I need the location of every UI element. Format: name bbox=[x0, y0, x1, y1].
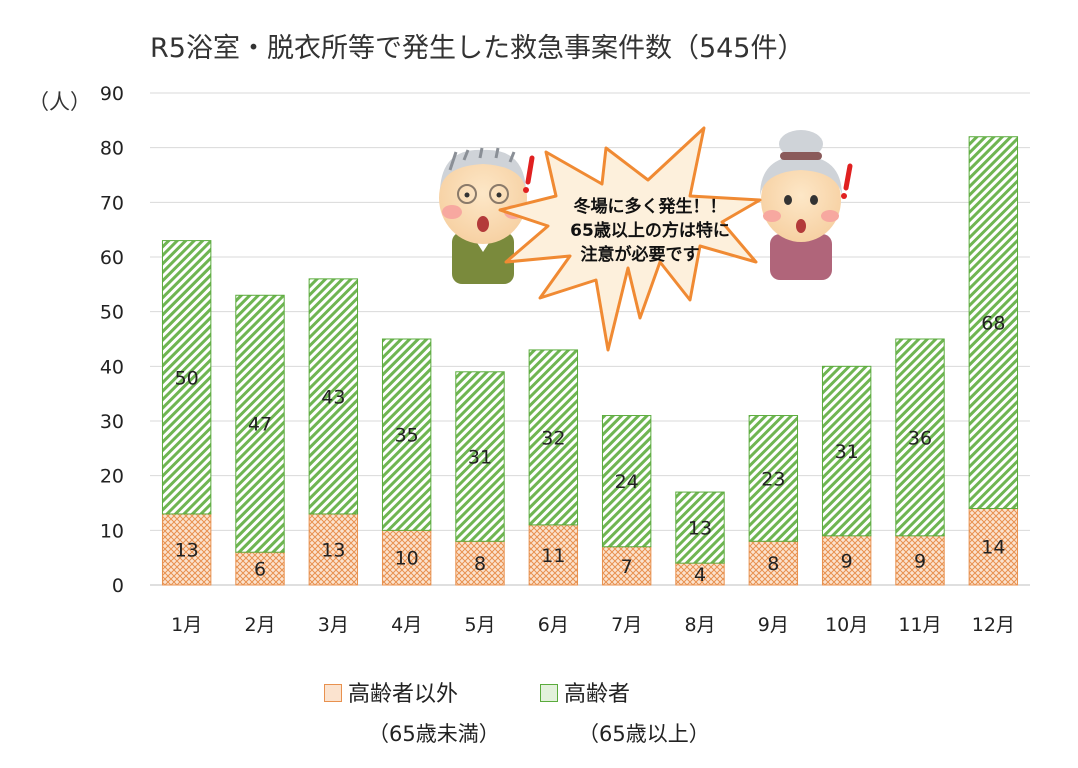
legend-swatch-green bbox=[540, 684, 558, 702]
bar-segment-elderly bbox=[235, 294, 285, 553]
x-tick-label: 3月 bbox=[318, 614, 349, 636]
data-label-elderly: 31 bbox=[835, 441, 859, 463]
data-label-elderly: 32 bbox=[541, 427, 565, 449]
data-label-elderly: 23 bbox=[761, 468, 785, 490]
bar-segment-non-elderly bbox=[235, 551, 285, 586]
bar-segment-elderly bbox=[675, 491, 725, 564]
data-label-non-elderly: 4 bbox=[694, 564, 706, 586]
y-tick-label: 20 bbox=[100, 466, 124, 488]
data-label-elderly: 36 bbox=[908, 427, 932, 449]
y-tick-label: 90 bbox=[100, 83, 124, 105]
bars-group bbox=[161, 136, 1019, 586]
y-tick-label: 40 bbox=[100, 356, 124, 378]
elderly-woman-icon bbox=[760, 130, 853, 280]
data-label-non-elderly: 9 bbox=[914, 550, 926, 572]
bar-segment-elderly bbox=[381, 338, 432, 531]
data-label-elderly: 24 bbox=[615, 471, 639, 493]
bar-segment-elderly bbox=[455, 371, 505, 542]
data-label-elderly: 43 bbox=[321, 386, 345, 408]
data-label-non-elderly: 11 bbox=[541, 545, 565, 567]
bar-segment-non-elderly bbox=[161, 513, 212, 586]
data-label-non-elderly: 13 bbox=[321, 539, 345, 561]
callout-line-3: 注意が必要です bbox=[581, 244, 700, 265]
bar-segment-non-elderly bbox=[895, 535, 945, 586]
bar-segment-elderly bbox=[821, 365, 872, 537]
x-tick-label: 4月 bbox=[391, 614, 422, 636]
bar-segment-elderly bbox=[528, 349, 579, 526]
data-labels-group: 13 50 6 47 13 43 10 35 8 31 11 32 7 24 4 13 8 23 9 31 9 36 14 6… bbox=[175, 313, 1006, 586]
x-tick-label: 9月 bbox=[758, 614, 789, 636]
legend-note-non-elderly: （65歳未満） bbox=[368, 722, 500, 746]
chart-title: R5浴室・脱衣所等で発生した救急事案件数（545件） bbox=[150, 33, 805, 64]
data-label-non-elderly: 6 bbox=[254, 559, 266, 581]
x-tick-label: 6月 bbox=[538, 614, 569, 636]
callout-line-1: 冬場に多く発生！！ bbox=[574, 196, 727, 217]
data-label-non-elderly: 10 bbox=[395, 548, 419, 570]
data-label-elderly: 50 bbox=[175, 367, 199, 389]
y-tick-label: 30 bbox=[100, 411, 124, 433]
x-tick-label: 10月 bbox=[825, 614, 868, 636]
bar-segment-elderly bbox=[601, 415, 652, 548]
callout-line-2: 65歳以上の方は特に bbox=[570, 220, 730, 241]
x-tick-label: 12月 bbox=[972, 614, 1015, 636]
x-tick-label: 5月 bbox=[464, 614, 495, 636]
legend-label-non-elderly: 高齢者以外 bbox=[348, 682, 459, 707]
y-tick-label: 70 bbox=[100, 192, 124, 214]
ticks-group: 0 10 20 30 40 50 60 70 80 90 1月 2月 3月 4月 5月 6月 7月 8月 9月 10月… bbox=[100, 83, 1015, 636]
legend-item-non-elderly: 高齢者以外 bbox=[324, 676, 458, 708]
data-label-non-elderly: 7 bbox=[621, 556, 633, 578]
legend-note-elderly: （65歳以上） bbox=[578, 722, 710, 746]
bar-segment-elderly bbox=[968, 136, 1019, 509]
bar-segment-elderly bbox=[748, 415, 799, 542]
legend-item-elderly: 高齢者 bbox=[540, 676, 630, 708]
x-tick-label: 1月 bbox=[171, 614, 202, 636]
x-tick-label: 8月 bbox=[684, 614, 715, 636]
bar-segment-elderly bbox=[161, 240, 212, 515]
bar-segment-non-elderly bbox=[528, 524, 579, 586]
legend-label-elderly: 高齢者 bbox=[564, 682, 631, 707]
bar-segment-non-elderly bbox=[601, 546, 652, 586]
bar-segment-non-elderly bbox=[748, 540, 799, 586]
data-label-non-elderly: 8 bbox=[474, 553, 486, 575]
y-tick-label: 60 bbox=[100, 247, 124, 269]
data-label-elderly: 68 bbox=[981, 313, 1005, 335]
elderly-man-icon bbox=[439, 147, 535, 284]
callout-starburst: 冬場に多く発生！！ 65歳以上の方は特に 注意が必要です bbox=[498, 126, 762, 352]
data-label-non-elderly: 9 bbox=[841, 550, 853, 572]
bar-segment-elderly bbox=[308, 278, 359, 515]
data-label-non-elderly: 13 bbox=[175, 539, 199, 561]
x-tick-label: 7月 bbox=[611, 614, 642, 636]
y-tick-label: 0 bbox=[112, 575, 124, 597]
data-label-non-elderly: 8 bbox=[767, 553, 779, 575]
bar-segment-non-elderly bbox=[308, 513, 359, 586]
data-label-elderly: 13 bbox=[688, 518, 712, 540]
x-tick-label: 2月 bbox=[244, 614, 275, 636]
y-tick-label: 80 bbox=[100, 138, 124, 160]
legend-swatch-orange bbox=[324, 684, 342, 702]
data-label-non-elderly: 14 bbox=[981, 537, 1005, 559]
data-label-elderly: 35 bbox=[395, 425, 419, 447]
data-label-elderly: 47 bbox=[248, 414, 272, 436]
x-tick-label: 11月 bbox=[898, 614, 941, 636]
y-axis-unit-label: （人） bbox=[28, 90, 91, 114]
bar-segment-non-elderly bbox=[821, 535, 872, 586]
y-tick-label: 10 bbox=[100, 520, 124, 542]
y-tick-label: 50 bbox=[100, 302, 124, 324]
bar-segment-elderly bbox=[895, 338, 945, 537]
bar-segment-non-elderly bbox=[968, 507, 1019, 586]
data-label-elderly: 31 bbox=[468, 447, 492, 469]
bar-segment-non-elderly bbox=[455, 540, 505, 586]
